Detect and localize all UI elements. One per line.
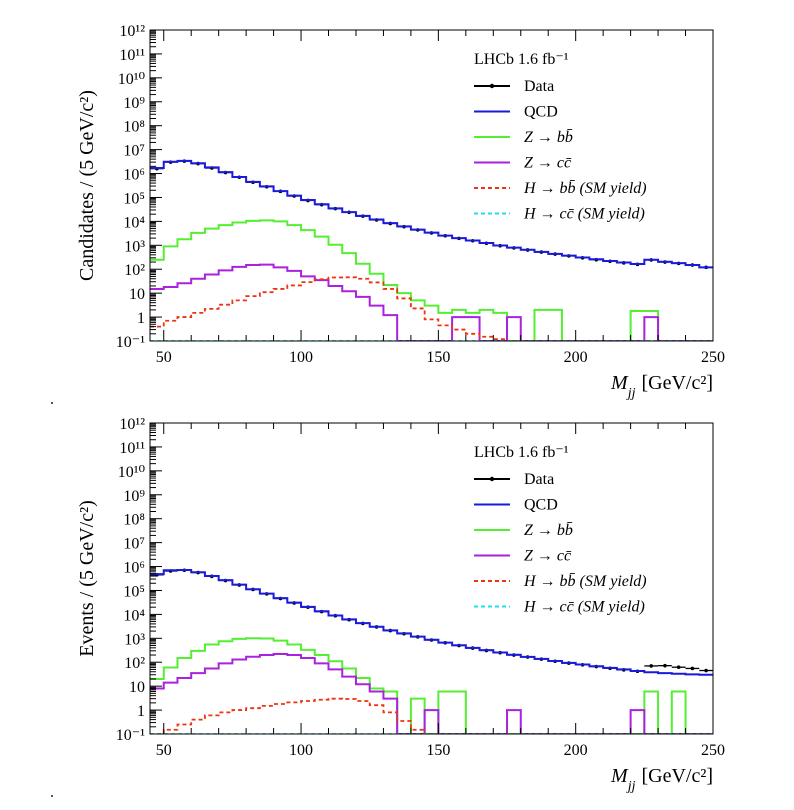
y-tick-label: 1 [137, 703, 145, 720]
legend-label-hbb: H → bb̄ (SM yield) [523, 180, 647, 197]
y-tick-label: 10⁴ [123, 214, 145, 231]
experiment-label: LHCb 1.6 fb⁻¹ [474, 444, 569, 461]
series-line-zcc [150, 653, 713, 734]
x-tick-label: 150 [426, 349, 450, 366]
y-axis-title: Candidates / (5 GeV/c²) [76, 90, 98, 281]
data-point [649, 664, 654, 668]
y-tick-label: 10⁴ [123, 607, 145, 624]
series-group [150, 568, 713, 734]
y-tick-label: 10⁹ [123, 95, 145, 112]
y-tick-label: 10¹¹ [119, 47, 145, 64]
y-tick-label: 10 [129, 679, 145, 696]
data-point [704, 668, 708, 673]
panel-2: 50 100 150 200 250 10⁻¹ 1 10 10² 10³ 10⁴ 10⁵ 10⁶ 10⁷ 1… [76, 416, 725, 794]
series-line-zcc [150, 263, 713, 341]
series-line-qcd [150, 568, 713, 676]
x-tick-label: 150 [426, 742, 450, 759]
panel-1: 50 100 150 200 250 10⁻¹ 1 10 10² 10³ 10⁴ 10⁵ 10⁶ 10⁷ 1… [76, 23, 725, 401]
legend-label-zcc: Z → cc̄ [524, 548, 571, 565]
data-point [663, 663, 667, 668]
x-tick-label: 100 [289, 349, 313, 366]
x-axis-title: Mjj [GeV/c²] [610, 372, 713, 401]
plot-frame [149, 29, 714, 342]
x-tick-label: 200 [564, 349, 588, 366]
x-tick-label: 50 [156, 742, 172, 759]
x-tick-label: 50 [156, 349, 172, 366]
x-tick-label: 200 [564, 742, 588, 759]
legend-label-hbb: H → bb̄ (SM yield) [523, 573, 647, 590]
edge-dot-top [51, 402, 53, 404]
y-axis-title: Events / (5 GeV/c²) [76, 500, 98, 657]
y-tick-label: 10⁶ [123, 167, 145, 184]
y-tick-label: 10⁶ [123, 560, 145, 577]
legend-label-zbb: Z → bb̄ [524, 522, 573, 539]
y-tick-label: 10⁵ [123, 190, 145, 207]
x-tick-label: 250 [701, 349, 725, 366]
data-point [676, 665, 681, 669]
series-line-hbb [150, 697, 713, 734]
plot-frame [149, 422, 714, 735]
series-line-zbb [150, 637, 713, 734]
series-line-zbb [150, 219, 713, 341]
legend-swatch-dot [489, 83, 495, 89]
y-tick-label: 10¹⁰ [118, 464, 145, 481]
y-tick-label: 10⁸ [123, 119, 145, 136]
y-tick-label: 10⁸ [123, 512, 145, 529]
y-tick-label: 10¹¹ [119, 440, 145, 457]
y-tick-label: 10¹² [119, 23, 145, 40]
y-tick-label: 10³ [124, 238, 145, 255]
experiment-label: LHCb 1.6 fb⁻¹ [474, 51, 569, 68]
y-tick-label: 10⁻¹ [116, 727, 145, 744]
y-tick-label: 10⁷ [123, 536, 145, 553]
legend-label-zbb: Z → bb̄ [524, 129, 573, 146]
y-tick-label: 10⁹ [123, 488, 145, 505]
data-point [690, 666, 695, 671]
x-tick-label: 100 [289, 742, 313, 759]
y-tick-label: 10² [124, 262, 145, 279]
x-tick-label: 250 [701, 742, 725, 759]
series-line-hbb [150, 276, 713, 341]
series-group [150, 159, 713, 341]
legend-label-data: Data [524, 78, 554, 95]
legend-label-hcc: H → cc̄ (SM yield) [523, 599, 645, 616]
legend-label-zcc: Z → cc̄ [524, 155, 571, 172]
edge-dot-bottom [51, 795, 53, 797]
y-tick-label: 10¹² [119, 416, 145, 433]
legend-swatch-dot [489, 476, 495, 482]
y-tick-label: 10² [124, 655, 145, 672]
legend-label-qcd: QCD [524, 104, 558, 121]
legend-label-hcc: H → cc̄ (SM yield) [523, 206, 645, 223]
legend-label-qcd: QCD [524, 497, 558, 514]
y-tick-label: 10 [129, 286, 145, 303]
y-tick-label: 10³ [124, 631, 145, 648]
series-line-qcd [150, 159, 713, 269]
y-tick-label: 10⁻¹ [116, 334, 145, 351]
y-tick-label: 10¹⁰ [118, 71, 145, 88]
x-axis-title: Mjj [GeV/c²] [610, 765, 713, 794]
y-tick-label: 10⁵ [123, 583, 145, 600]
y-tick-label: 1 [137, 310, 145, 327]
y-tick-label: 10⁷ [123, 143, 145, 160]
legend-label-data: Data [524, 471, 554, 488]
